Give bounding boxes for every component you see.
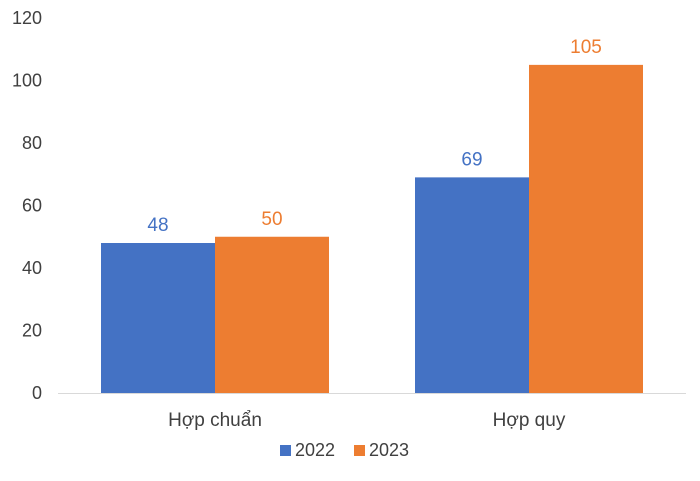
legend-swatch xyxy=(280,445,291,456)
x-category-label: Hợp chuẩn xyxy=(168,410,262,431)
y-tick-label: 60 xyxy=(22,196,42,216)
y-tick-label: 0 xyxy=(32,383,42,403)
y-tick-label: 80 xyxy=(22,133,42,153)
data-label: 105 xyxy=(570,37,602,58)
bar-2022-0 xyxy=(101,243,215,393)
y-tick-label: 40 xyxy=(22,258,42,278)
y-tick-label: 100 xyxy=(12,71,42,91)
data-label: 50 xyxy=(261,209,282,230)
x-axis-categories: Hợp chuẩn Hợp quy xyxy=(168,410,566,431)
y-axis-ticks: 0 20 40 60 80 100 120 xyxy=(12,8,42,403)
legend-swatch xyxy=(354,445,365,456)
y-tick-label: 120 xyxy=(12,8,42,28)
x-category-label: Hợp quy xyxy=(493,410,566,431)
legend: 2022 2023 xyxy=(280,440,409,460)
data-labels: 48 50 69 105 xyxy=(147,37,601,236)
bar-2023-0 xyxy=(215,236,329,393)
bar-2023-1 xyxy=(529,64,643,393)
bar-2022-1 xyxy=(415,177,529,393)
bars xyxy=(101,64,643,393)
data-label: 48 xyxy=(147,215,168,236)
data-label: 69 xyxy=(461,149,482,170)
y-tick-label: 20 xyxy=(22,321,42,341)
legend-label: 2022 xyxy=(295,440,335,460)
legend-label: 2023 xyxy=(369,440,409,460)
